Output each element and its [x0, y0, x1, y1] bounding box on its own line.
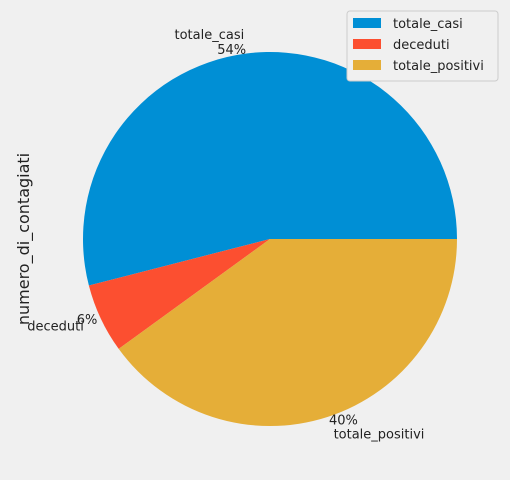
- y-axis-label: numero_di_contagiati: [14, 153, 34, 325]
- slice-label-deceduti: deceduti: [27, 320, 84, 335]
- legend-swatch-deceduti: [353, 39, 381, 49]
- slice-label-totale-positivi: totale_positivi: [334, 428, 425, 443]
- pie-slices: [82, 51, 458, 426]
- legend: totale_casi deceduti totale_positivi: [346, 10, 499, 82]
- pie-slice-totale-positivi: [118, 239, 458, 426]
- percent-label-totale-casi: 54%: [217, 43, 246, 58]
- percent-label-totale-positivi: 40%: [329, 413, 358, 428]
- pie-slice-deceduti: [88, 239, 271, 349]
- legend-swatch-totale-positivi: [353, 60, 381, 70]
- legend-swatch-totale-casi: [353, 18, 381, 28]
- legend-label-totale-positivi: totale_positivi: [393, 59, 484, 74]
- legend-box: [346, 10, 499, 82]
- legend-label-totale-casi: totale_casi: [393, 17, 463, 32]
- pie-slice-totale-casi: [82, 51, 457, 286]
- percent-label-deceduti: 6%: [77, 313, 98, 328]
- slice-label-totale-casi: totale_casi: [174, 28, 244, 43]
- legend-label-deceduti: deceduti: [393, 38, 450, 53]
